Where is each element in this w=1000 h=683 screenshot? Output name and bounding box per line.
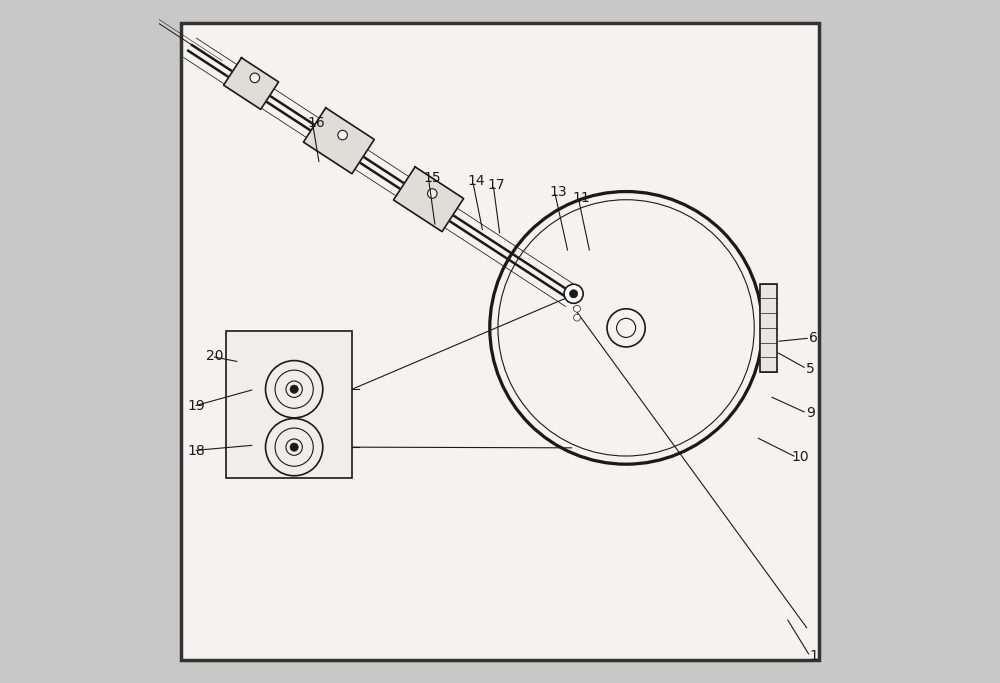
Text: 20: 20 — [206, 350, 224, 363]
Bar — [226, 331, 352, 478]
Circle shape — [564, 284, 583, 303]
Text: 10: 10 — [791, 450, 809, 464]
Text: 16: 16 — [307, 116, 325, 130]
Text: 5: 5 — [806, 362, 815, 376]
Text: 6: 6 — [809, 331, 818, 345]
Polygon shape — [303, 108, 374, 173]
Text: 19: 19 — [188, 400, 206, 413]
Text: 1: 1 — [809, 650, 818, 663]
Polygon shape — [394, 167, 464, 232]
Circle shape — [428, 189, 437, 198]
Text: 13: 13 — [549, 184, 567, 199]
Text: 18: 18 — [188, 443, 206, 458]
Text: 17: 17 — [488, 178, 505, 192]
Text: 9: 9 — [806, 406, 815, 420]
Polygon shape — [224, 58, 279, 109]
Circle shape — [290, 385, 298, 393]
Circle shape — [574, 305, 580, 312]
Circle shape — [250, 73, 260, 83]
Bar — [760, 283, 777, 372]
Text: 14: 14 — [467, 174, 485, 189]
Circle shape — [338, 130, 347, 140]
Text: 11: 11 — [573, 191, 591, 206]
Circle shape — [617, 318, 636, 337]
Circle shape — [290, 443, 298, 451]
Text: 15: 15 — [423, 171, 441, 185]
Circle shape — [574, 314, 580, 321]
Circle shape — [570, 290, 578, 298]
